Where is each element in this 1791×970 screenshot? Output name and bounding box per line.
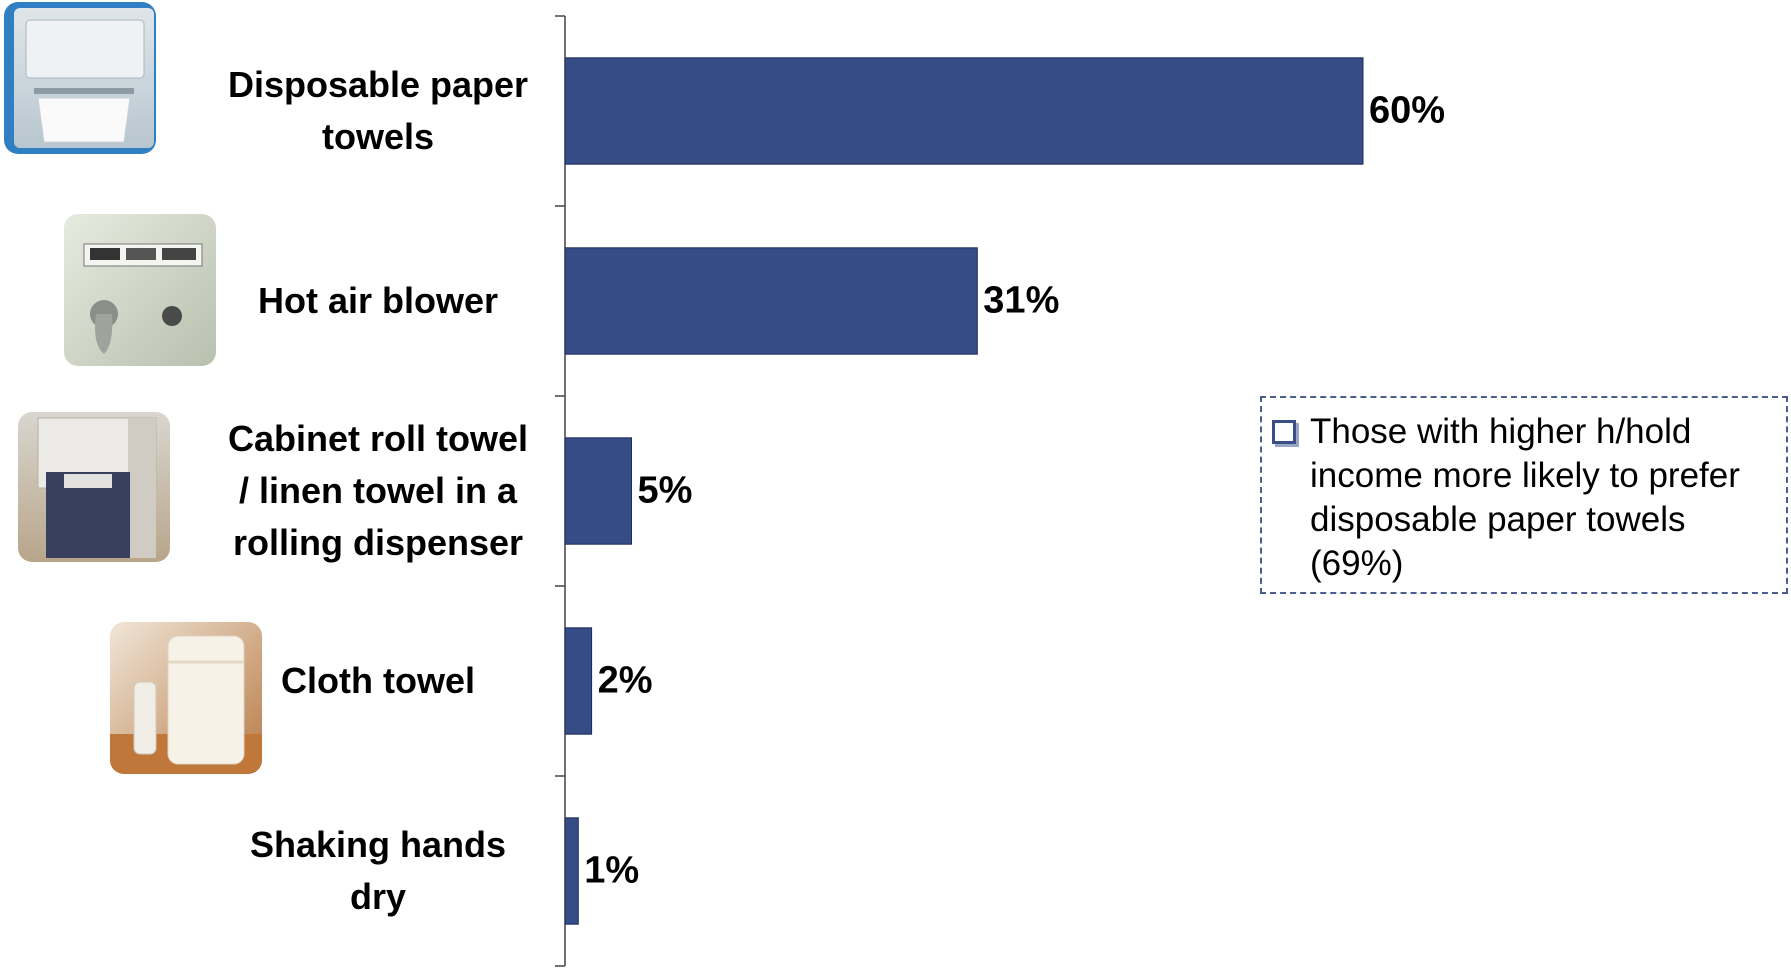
bar	[564, 627, 593, 735]
category-label: Disposable paper towels	[227, 64, 529, 157]
bar-value-label: 31%	[983, 279, 1060, 322]
cabinet-roll-towel-photo	[18, 412, 170, 562]
paper-towel-dispenser-photo	[4, 2, 156, 154]
bar	[564, 817, 579, 925]
bar-value-label: 1%	[584, 849, 640, 892]
category-label: Cabinet roll towel / linen towel in a ro…	[227, 418, 529, 563]
annotation-box: Those with higher h/hold income more lik…	[1260, 396, 1788, 594]
checkbox-bullet-icon	[1272, 420, 1296, 444]
cloth-towel-photo	[110, 622, 262, 774]
annotation-text: Those with higher h/hold income more lik…	[1310, 412, 1740, 583]
category-label: Cloth towel	[281, 660, 475, 701]
bar	[564, 247, 978, 355]
hand-dryer-photo	[64, 214, 216, 366]
bar-value-label: 5%	[637, 469, 693, 512]
bar-value-label: 60%	[1369, 89, 1446, 132]
category-label: Shaking hands dry	[249, 824, 507, 917]
bar-value-label: 2%	[597, 659, 653, 702]
bar	[564, 437, 632, 545]
category-label: Hot air blower	[257, 280, 499, 321]
bar	[564, 57, 1364, 165]
